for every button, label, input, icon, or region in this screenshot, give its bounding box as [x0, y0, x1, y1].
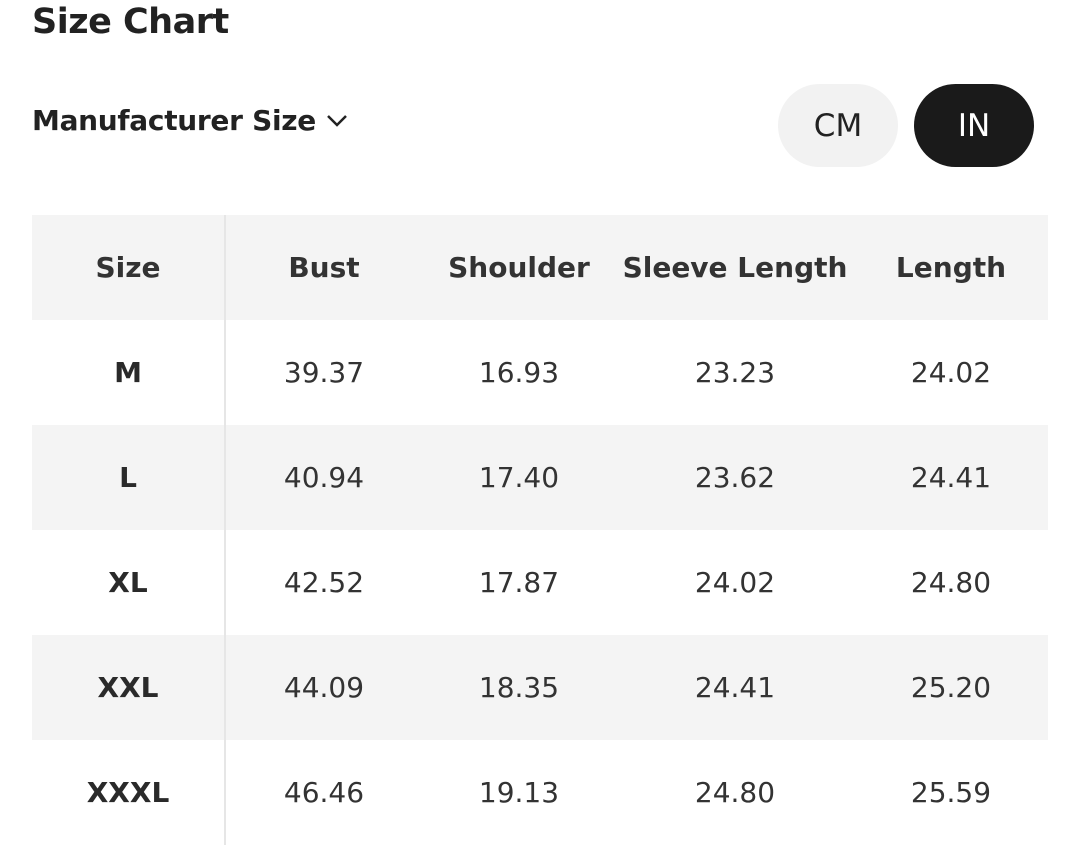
measure-cell: 44.09: [283, 671, 365, 704]
measure-cell: 19.13: [478, 776, 560, 809]
measure-cell: 17.40: [478, 461, 560, 494]
table-row: XL 42.52 17.87 24.02 24.80: [32, 530, 1048, 635]
size-cell: XXXL: [32, 740, 226, 845]
table-row: XXL 44.09 18.35 24.41 25.20: [32, 635, 1048, 740]
measure-cell: 24.02: [694, 566, 776, 599]
measure-cell: 46.46: [283, 776, 365, 809]
column-header: Size: [32, 215, 226, 320]
size-table: Size Bust Shoulder Sleeve Length Length M 39.3…: [32, 215, 1048, 845]
measure-cell: 24.41: [694, 671, 776, 704]
measure-cell: 25.20: [910, 671, 992, 704]
unit-button[interactable]: CM: [778, 84, 898, 167]
size-cell: XXL: [32, 635, 226, 740]
table-row: M 39.37 16.93 23.23 24.02: [32, 320, 1048, 425]
size-cell: L: [32, 425, 226, 530]
header-row: Size Bust Shoulder Sleeve Length Length: [32, 215, 1048, 320]
measure-cell: 16.93: [478, 356, 560, 389]
column-header: Sleeve Length: [622, 251, 848, 284]
measure-cell: 24.80: [910, 566, 992, 599]
size-cell: M: [32, 320, 226, 425]
chevron-icon: [327, 114, 347, 127]
measure-cell: 24.41: [910, 461, 992, 494]
measure-cell: 42.52: [283, 566, 365, 599]
measure-cell: 18.35: [478, 671, 560, 704]
size-cell: XL: [32, 530, 226, 635]
table-row: L 40.94 17.40 23.62 24.41: [32, 425, 1048, 530]
size-system-dropdown[interactable]: Manufacturer Size: [32, 104, 348, 137]
measure-cell: 24.02: [910, 356, 992, 389]
table-row: XXXL 46.46 19.13 24.80 25.59: [32, 740, 1048, 845]
column-header: Bust: [288, 251, 360, 284]
unit-button[interactable]: IN: [914, 84, 1034, 167]
measure-cell: 17.87: [478, 566, 560, 599]
column-header: Length: [895, 251, 1007, 284]
dropdown-label: Manufacturer Size: [32, 104, 316, 137]
measure-cell: 39.37: [283, 356, 365, 389]
measure-cell: 25.59: [910, 776, 992, 809]
measure-cell: 23.23: [694, 356, 776, 389]
page-title: Size Chart: [32, 2, 229, 42]
column-header: Shoulder: [448, 251, 590, 284]
measure-cell: 23.62: [694, 461, 776, 494]
measure-cell: 24.80: [694, 776, 776, 809]
measure-cell: 40.94: [283, 461, 365, 494]
